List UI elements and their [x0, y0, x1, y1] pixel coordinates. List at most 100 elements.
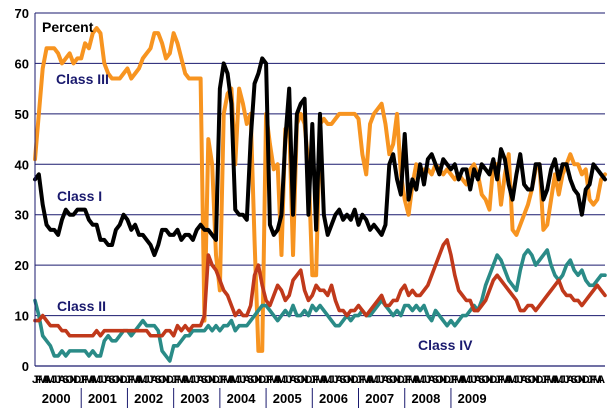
- x-month-tick: D: [212, 374, 220, 386]
- x-month-tick: F: [544, 374, 551, 386]
- x-month-tick: M: [38, 374, 47, 386]
- x-month-tick: S: [201, 374, 208, 386]
- series-line-class-ii: [33, 238, 607, 338]
- x-month-tick: S: [571, 374, 578, 386]
- series-line-class-iv: [33, 248, 607, 363]
- x-month-tick: S: [155, 374, 162, 386]
- x-month-tick: A: [597, 374, 605, 386]
- x-month-tick: J: [240, 374, 246, 386]
- x-month-tick: A: [135, 374, 143, 386]
- x-month-tick: N: [485, 374, 493, 386]
- x-month-tick: J: [124, 374, 130, 386]
- x-month-tick: F: [128, 374, 135, 386]
- y-axis-ticks: 0 10 20 30 40 50 60 70: [15, 6, 29, 374]
- x-month-tick: A: [459, 374, 467, 386]
- x-month-tick: M: [177, 374, 186, 386]
- x-year-label: 2003: [180, 391, 209, 406]
- x-month-tick: J: [355, 374, 361, 386]
- x-month-tick: M: [277, 374, 286, 386]
- x-month-tick: M: [92, 374, 101, 386]
- x-month-tick: J: [563, 374, 569, 386]
- x-month-tick: D: [489, 374, 497, 386]
- x-month-tick: M: [500, 374, 509, 386]
- x-month-tick: S: [386, 374, 393, 386]
- x-month-tick: M: [508, 374, 517, 386]
- x-month-tick: D: [73, 374, 81, 386]
- x-year-label: 2001: [88, 391, 117, 406]
- label-class-iii: Class III: [56, 71, 109, 87]
- x-month-tick: N: [254, 374, 262, 386]
- x-month-tick: M: [46, 374, 55, 386]
- x-month-tick: J: [32, 374, 38, 386]
- x-month-tick: D: [397, 374, 405, 386]
- x-month-tick: J: [425, 374, 431, 386]
- x-month-tick: A: [566, 374, 574, 386]
- x-month-tick: A: [227, 374, 235, 386]
- x-month-tick: N: [347, 374, 355, 386]
- x-month-tick: M: [362, 374, 371, 386]
- x-month-tick: O: [343, 374, 352, 386]
- y-axis-label: Percent: [42, 19, 94, 35]
- x-month-tick: J: [494, 374, 500, 386]
- x-month-tick: M: [554, 374, 563, 386]
- x-month-tick: A: [104, 374, 112, 386]
- y-tick-label: 60: [15, 56, 29, 71]
- x-month-tick: M: [462, 374, 471, 386]
- x-year-label: 2008: [411, 391, 440, 406]
- y-tick-label: 40: [15, 157, 29, 172]
- x-month-tick: J: [309, 374, 315, 386]
- x-month-tick: J: [190, 374, 196, 386]
- x-month-tick: O: [481, 374, 490, 386]
- x-month-tick: F: [82, 374, 89, 386]
- x-month-tick: O: [389, 374, 398, 386]
- x-month-tick: M: [223, 374, 232, 386]
- x-month-tick: A: [381, 374, 389, 386]
- x-month-tick: N: [578, 374, 586, 386]
- x-month-tick: F: [590, 374, 597, 386]
- x-month-tick: D: [443, 374, 451, 386]
- x-month-tick: J: [282, 374, 288, 386]
- label-class-i: Class I: [57, 188, 102, 204]
- x-month-tick: A: [520, 374, 528, 386]
- x-month-tick: A: [243, 374, 251, 386]
- x-month-tick: O: [250, 374, 259, 386]
- x-month-tick: M: [138, 374, 147, 386]
- x-year-label: 2009: [458, 391, 487, 406]
- x-month-tick: J: [421, 374, 427, 386]
- x-month-tick: J: [147, 374, 153, 386]
- x-month-tick: J: [144, 374, 150, 386]
- x-month-tick: O: [574, 374, 583, 386]
- y-tick-label: 20: [15, 258, 29, 273]
- x-month-tick: O: [296, 374, 305, 386]
- x-year-label: 2000: [42, 391, 71, 406]
- x-month-tick: S: [62, 374, 69, 386]
- x-month-tick: A: [335, 374, 343, 386]
- x-month-tick: J: [517, 374, 523, 386]
- x-month-tick: S: [293, 374, 300, 386]
- x-month-tick: J: [375, 374, 381, 386]
- x-month-tick: M: [231, 374, 240, 386]
- x-month-tick: A: [428, 374, 436, 386]
- x-month-tick: N: [208, 374, 216, 386]
- y-tick-label: 10: [15, 309, 29, 324]
- x-month-tick: J: [467, 374, 473, 386]
- x-month-tick: O: [435, 374, 444, 386]
- x-month-tick: M: [593, 374, 602, 386]
- series-lines: [33, 26, 607, 363]
- x-year-label: 2002: [134, 391, 163, 406]
- x-month-tick: J: [402, 374, 408, 386]
- x-month-tick: A: [58, 374, 66, 386]
- x-month-tick: N: [301, 374, 309, 386]
- y-tick-label: 70: [15, 6, 29, 21]
- x-month-tick: M: [416, 374, 425, 386]
- x-month-tick: A: [474, 374, 482, 386]
- x-month-tick: J: [560, 374, 566, 386]
- x-month-tick: A: [412, 374, 420, 386]
- x-month-tick: J: [286, 374, 292, 386]
- x-month-tick: O: [65, 374, 74, 386]
- x-month-tick: M: [315, 374, 324, 386]
- x-month-tick: M: [269, 374, 278, 386]
- x-month-tick: A: [181, 374, 189, 386]
- x-month-tick: M: [131, 374, 140, 386]
